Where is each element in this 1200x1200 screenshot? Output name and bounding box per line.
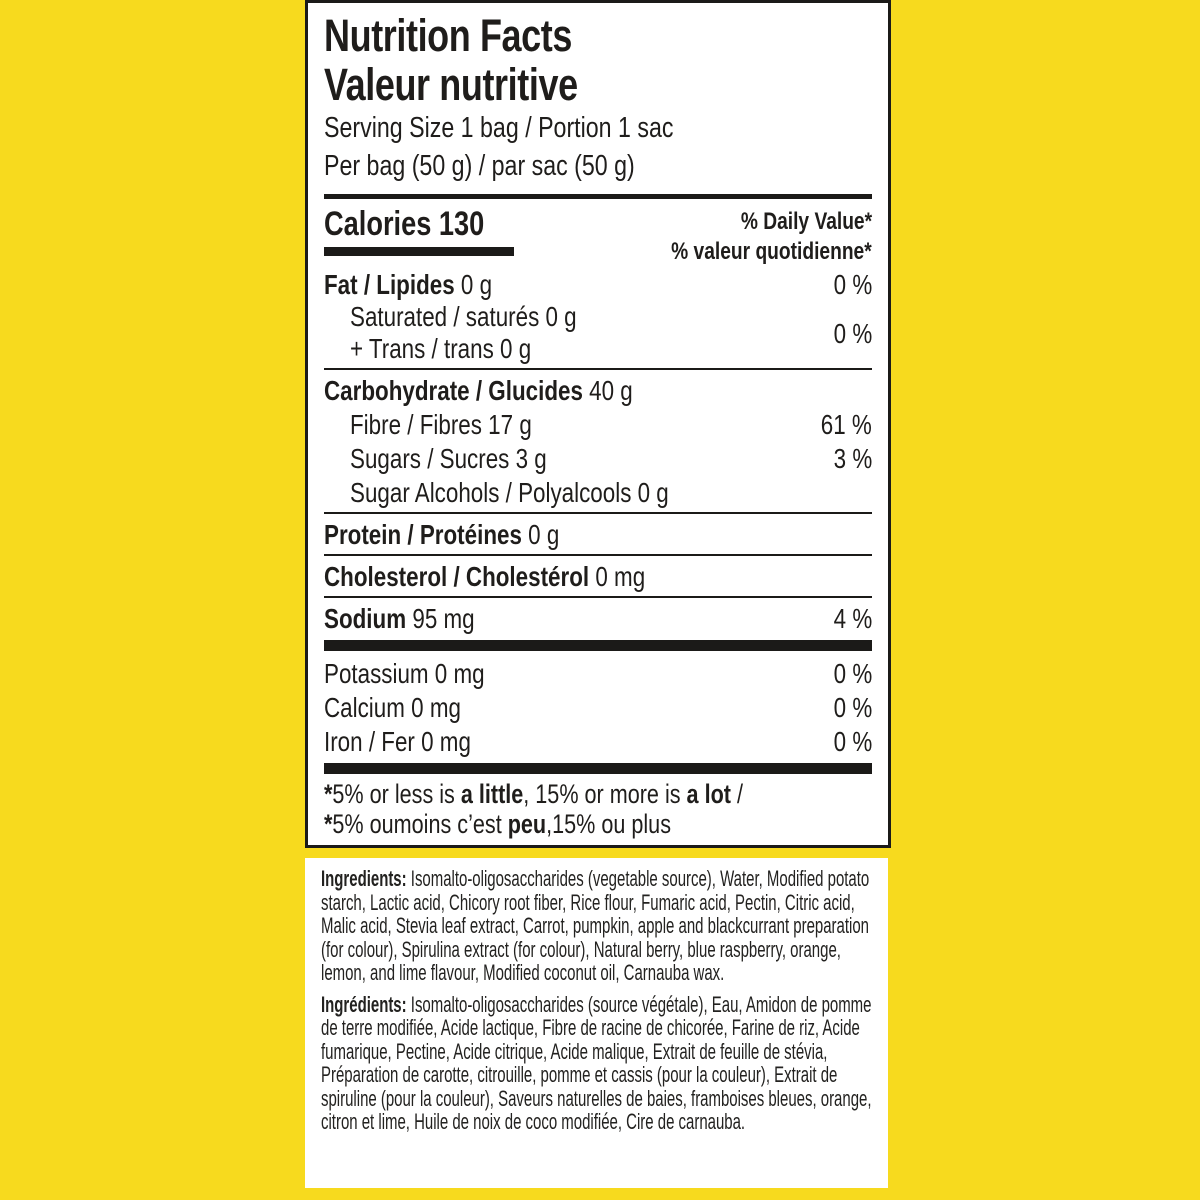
divider-thick [324,640,872,651]
calories-header-row: Calories 130 % Daily Value* % valeur quo… [324,205,872,267]
ingredients-text-fr: Isomalto-oligosaccharides (source végéta… [321,991,872,1134]
asterisk: * [324,809,333,839]
ingredients-panel: Ingredients: Isomalto-oligosaccharides (… [305,858,888,1188]
daily-value-header: % Daily Value* % valeur quotidienne* [621,207,872,267]
ingredients-label-en: Ingredients: [321,866,407,891]
ingredients-label-fr: Ingrédients: [321,991,407,1017]
nutrient-row-iron: Iron / Fer 0 mg 0 % [324,725,872,757]
ingredients-text-en: Isomalto-oligosaccharides (vegetable sou… [321,866,870,985]
dv-header-en: % Daily Value* [740,208,872,235]
divider-medium [324,194,872,199]
ingredients-fr: Ingrédients: Isomalto-oligosaccharides (… [321,991,873,1134]
nutrient-row-sugars: Sugars / Sucres 3 g 3 % [350,442,872,474]
footnote: *5% or less is a little, 15% or more is … [324,779,872,839]
per-serving-line: Per bag (50 g) / par sac (50 g) [324,150,635,182]
nutrient-row-sugar-alcohols: Sugar Alcohols / Polyalcools 0 g [350,476,669,508]
nutrient-row-fibre: Fibre / Fibres 17 g 61 % [350,408,872,440]
title-fr-text: Valeur nutritive [324,59,578,110]
calories-block: Calories 130 [324,205,524,256]
dv-header-fr: % valeur quotidienne* [671,238,872,265]
title-en: Nutrition Facts [324,11,872,60]
title-en-text: Nutrition Facts [324,10,573,61]
calories-underline [324,247,514,256]
nutrient-row-calcium: Calcium 0 mg 0 % [324,691,872,723]
asterisk: * [324,779,333,809]
divider-thick [324,763,872,774]
nutrient-row-saturated-trans: Saturated / saturés 0 g + Trans / trans … [324,301,872,365]
nutrient-row-carbohydrate: Carbohydrate / Glucides 40 g [324,374,633,406]
nutrition-facts-panel: Nutrition Facts Valeur nutritive Serving… [305,0,891,848]
nutrient-row-trans: + Trans / trans 0 g [350,333,532,364]
nutrient-row-cholesterol: Cholesterol / Cholestérol 0 mg [324,560,646,592]
divider-thin [324,596,872,598]
nutrient-row-protein: Protein / Protéines 0 g [324,518,560,550]
divider-thin [324,512,872,514]
ingredients-en: Ingredients: Isomalto-oligosaccharides (… [321,867,873,985]
nutrient-row-saturated: Saturated / saturés 0 g [350,301,577,332]
calories-text: Calories 130 [324,205,485,243]
serving-size-line: Serving Size 1 bag / Portion 1 sac [324,112,674,144]
nutrient-row-sodium: Sodium 95 mg 4 % [324,602,872,634]
footnote-en: *5% or less is a little, 15% or more is … [324,779,743,809]
nutrient-row-fat: Fat / Lipides 0 g 0 % [324,268,872,300]
nutrient-row-potassium: Potassium 0 mg 0 % [324,657,872,689]
footnote-fr: *5% oumoins c’est peu,15% ou plus [324,809,671,839]
title-fr: Valeur nutritive [324,60,872,109]
divider-thin [324,554,872,556]
divider-thin [324,368,872,370]
calories-value: 130 [438,205,485,243]
